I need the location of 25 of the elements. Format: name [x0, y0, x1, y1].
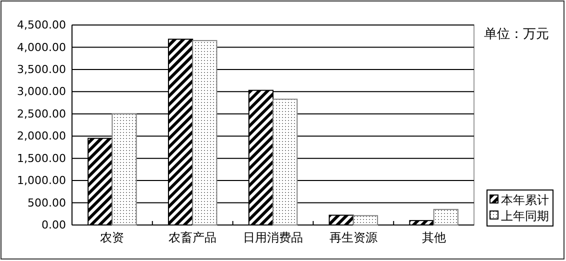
y-tick-label: 4,000.00 — [17, 40, 66, 54]
bar — [328, 214, 354, 226]
bar — [192, 40, 218, 226]
bar — [433, 208, 458, 226]
bar — [112, 113, 137, 226]
x-tick-label: 农资 — [100, 230, 124, 245]
legend-label: 本年累计 — [501, 193, 549, 207]
y-tick-label: 3,000.00 — [17, 85, 66, 98]
y-tick-label: 2,500.00 — [17, 107, 66, 120]
bar — [272, 98, 298, 226]
text: 单位：万元 — [484, 27, 549, 42]
y-tick-label: 3,500.00 — [17, 62, 66, 76]
x-tick-label: 日用消费品 — [243, 230, 303, 245]
x-tick-label: 农畜产品 — [168, 230, 217, 245]
y-tick-label: 0.00 — [42, 218, 66, 232]
y-tick-label: 1,500.00 — [17, 152, 66, 165]
y-tick-label: 2,000.00 — [17, 130, 66, 143]
bar — [352, 215, 378, 226]
bar — [409, 220, 434, 226]
x-tick-label: 其他 — [422, 230, 446, 245]
y-tick-label: 4,500.00 — [17, 18, 66, 32]
y-tick-label: 1,000.00 — [17, 174, 66, 188]
y-tick-label: 500.00 — [28, 196, 66, 210]
legend-label: 上年同期 — [501, 209, 549, 223]
x-tick-label: 再生资源 — [329, 230, 378, 245]
